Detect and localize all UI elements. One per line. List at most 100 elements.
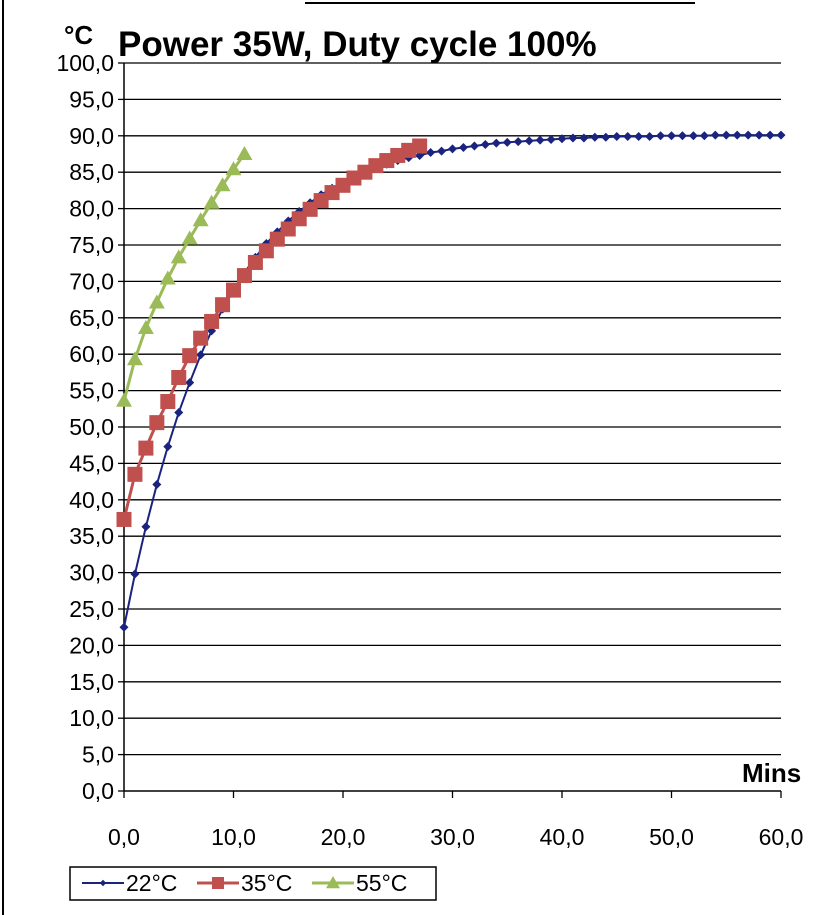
data-point-55cc xyxy=(181,230,198,245)
data-point-22cc xyxy=(732,130,742,140)
data-point-55cc xyxy=(159,270,176,285)
legend-marker-55cc xyxy=(326,876,340,889)
y-tick-label: 75,0 xyxy=(69,232,114,258)
y-tick-label: 95,0 xyxy=(69,86,114,112)
data-point-22cc xyxy=(590,132,600,142)
y-tick-label: 80,0 xyxy=(69,196,114,222)
data-point-55cc xyxy=(126,351,143,366)
data-point-22cc xyxy=(557,134,567,144)
x-tick-label: 10,0 xyxy=(211,824,256,850)
data-point-22cc xyxy=(469,141,479,151)
data-point-22cc xyxy=(448,144,457,154)
data-point-35cc xyxy=(236,268,252,284)
data-point-35cc xyxy=(127,466,143,482)
data-point-22cc xyxy=(491,138,501,148)
data-point-22cc xyxy=(130,569,140,579)
data-point-22cc xyxy=(754,130,764,140)
data-point-55cc xyxy=(148,294,165,309)
legend-label-22cc: 22°C xyxy=(126,870,177,896)
chart-title: Power 35W, Duty cycle 100% xyxy=(118,25,597,64)
data-point-55cc xyxy=(137,319,154,334)
y-tick-label: 20,0 xyxy=(69,632,114,658)
x-tick-label: 0,0 xyxy=(108,824,140,850)
data-point-22cc xyxy=(458,142,468,152)
x-axis-tick-labels: 0,0 10,0 20,0 30,0 40,0 50,0 60,0 xyxy=(108,824,803,850)
data-point-22cc xyxy=(667,131,676,141)
data-point-35cc xyxy=(226,282,241,298)
data-point-22cc xyxy=(185,378,195,388)
x-tick-label: 60,0 xyxy=(759,824,804,850)
legend-marker-22cc xyxy=(99,879,107,887)
y-tick-label: 70,0 xyxy=(69,268,114,294)
data-point-22cc xyxy=(765,130,775,140)
data-point-35cc xyxy=(171,369,187,385)
legend-label-55cc: 55°C xyxy=(356,870,407,896)
data-point-35cc xyxy=(258,243,274,259)
data-point-22cc xyxy=(601,132,611,142)
series-group xyxy=(116,130,786,632)
legend-label-35cc: 35°C xyxy=(241,870,292,896)
axes xyxy=(118,62,782,798)
data-point-22cc xyxy=(699,131,709,141)
y-tick-label: 0,0 xyxy=(82,778,114,804)
data-point-55cc xyxy=(225,161,242,176)
y-tick-label: 100,0 xyxy=(56,50,114,76)
data-point-22cc xyxy=(513,137,523,147)
y-tick-label: 65,0 xyxy=(69,305,114,331)
data-point-22cc xyxy=(579,133,589,143)
data-point-22cc xyxy=(174,407,184,417)
data-point-22cc xyxy=(426,148,436,158)
data-point-35cc xyxy=(116,511,132,527)
x-tick-label: 30,0 xyxy=(430,824,475,850)
legend-marker-35cc xyxy=(212,877,224,889)
data-point-22cc xyxy=(119,622,129,632)
data-point-35cc xyxy=(215,297,231,313)
data-point-22cc xyxy=(546,134,556,144)
y-axis-unit-label: °C xyxy=(64,20,93,50)
y-tick-label: 90,0 xyxy=(69,123,114,149)
x-axis-unit-label: Mins xyxy=(742,758,801,788)
data-point-22cc xyxy=(612,132,622,142)
data-point-22cc xyxy=(524,136,534,146)
legend: 22°C 35°C 55°C xyxy=(69,866,437,901)
data-point-22cc xyxy=(535,135,545,145)
data-point-22cc xyxy=(645,132,655,142)
data-point-35cc xyxy=(149,415,165,431)
data-point-22cc xyxy=(743,130,753,140)
data-point-35cc xyxy=(247,254,263,270)
legend-box xyxy=(69,866,437,901)
data-point-35cc xyxy=(193,330,209,346)
y-tick-label: 50,0 xyxy=(69,414,114,440)
data-point-35cc xyxy=(160,394,176,410)
data-point-22cc xyxy=(688,131,698,141)
data-point-22cc xyxy=(623,132,633,142)
data-point-22cc xyxy=(656,131,666,141)
y-tick-label: 60,0 xyxy=(69,341,114,367)
y-tick-label: 10,0 xyxy=(69,705,114,731)
data-point-22cc xyxy=(141,522,151,532)
data-point-22cc xyxy=(502,137,512,147)
series-55cc xyxy=(116,146,253,407)
data-point-55cc xyxy=(116,392,132,407)
y-tick-label: 40,0 xyxy=(69,487,114,513)
y-tick-label: 5,0 xyxy=(82,742,114,768)
data-point-55cc xyxy=(192,212,209,227)
y-tick-label: 55,0 xyxy=(69,378,114,404)
data-point-35cc xyxy=(182,348,198,364)
data-point-22cc xyxy=(677,131,687,141)
data-point-35cc xyxy=(412,138,428,154)
x-tick-label: 20,0 xyxy=(321,824,366,850)
data-point-35cc xyxy=(204,313,220,329)
data-point-22cc xyxy=(776,130,786,140)
data-point-22cc xyxy=(710,130,720,140)
data-point-35cc xyxy=(138,440,154,456)
x-tick-label: 50,0 xyxy=(649,824,694,850)
data-point-55cc xyxy=(170,249,187,264)
x-tick-label: 40,0 xyxy=(540,824,585,850)
y-tick-label: 85,0 xyxy=(69,159,114,185)
y-tick-label: 35,0 xyxy=(69,523,114,549)
series-35cc xyxy=(116,138,428,527)
data-point-55cc xyxy=(203,194,220,209)
